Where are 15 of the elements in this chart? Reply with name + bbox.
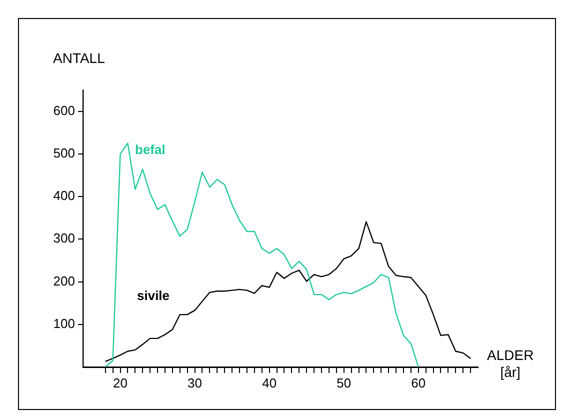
x-tick-label: 60 [411, 375, 426, 390]
x-tick-label: 20 [113, 375, 128, 390]
y-tick-label: 300 [53, 230, 75, 246]
x-axis-title: ALDER [år] [487, 347, 534, 381]
y-axis-title: ANTALL [53, 50, 105, 66]
y-tick-label: 200 [53, 273, 75, 288]
y-tick-label: 400 [53, 188, 75, 204]
series-label: sivile [137, 288, 170, 303]
y-tick-label: 500 [53, 146, 75, 160]
x-tick-label: 30 [188, 375, 202, 390]
y-tick-label: 100 [53, 316, 75, 331]
series-label: befal [135, 142, 166, 157]
x-tick-label: 40 [262, 375, 277, 390]
y-tick-label: 600 [53, 102, 75, 118]
x-tick-label: 50 [336, 375, 352, 390]
